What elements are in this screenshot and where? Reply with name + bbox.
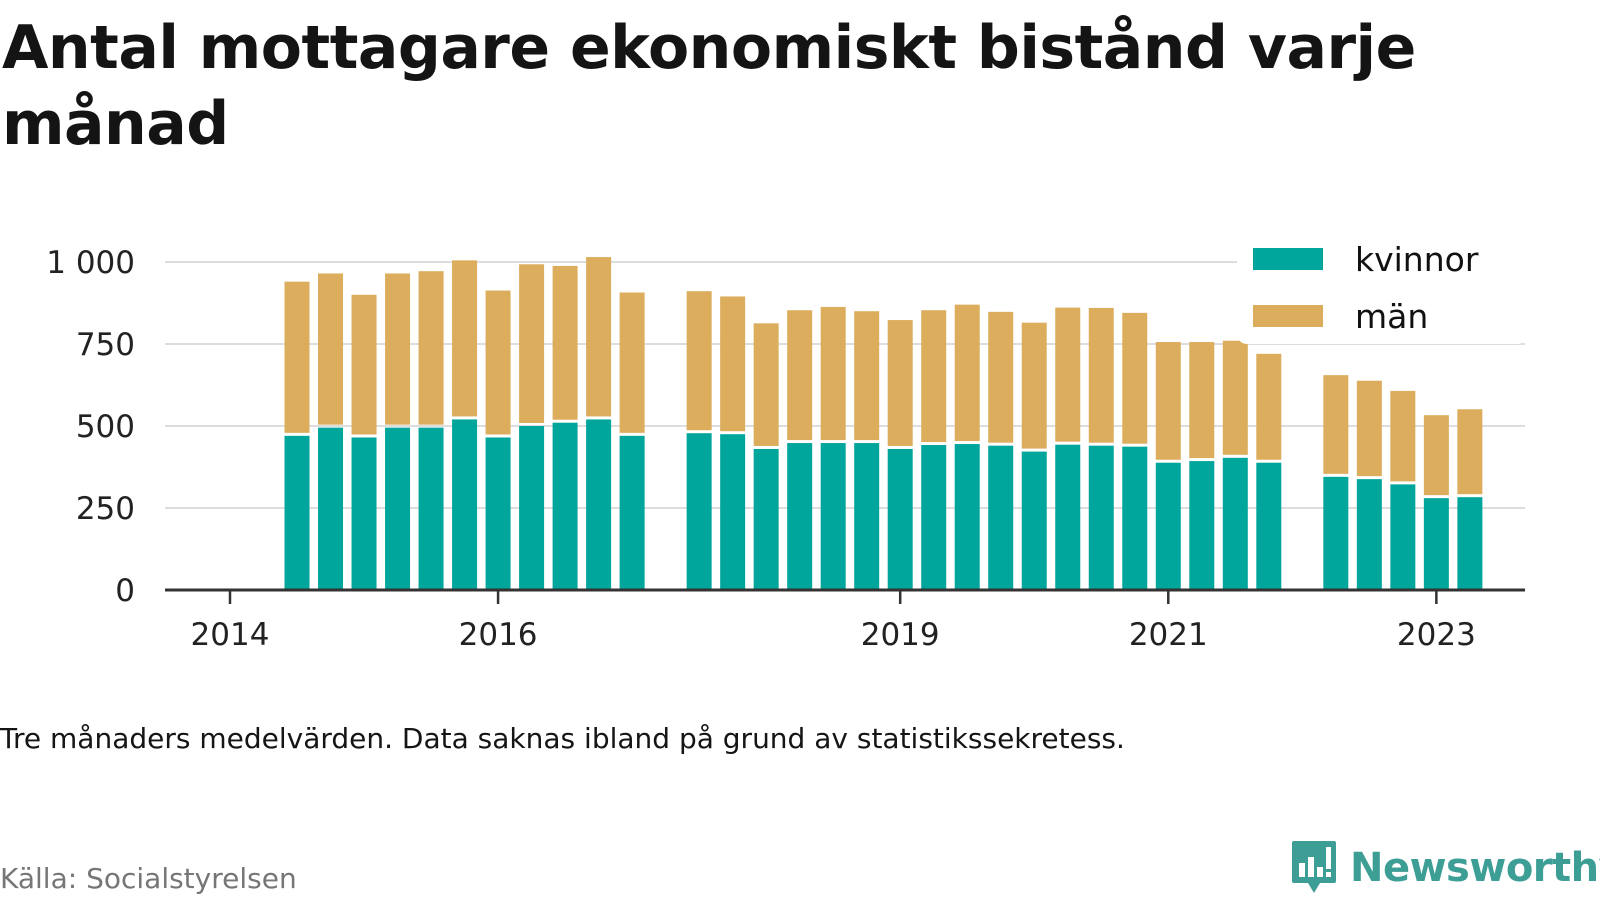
bar-man (351, 294, 377, 435)
bar-man (452, 260, 478, 417)
legend-label: kvinnor (1355, 240, 1479, 279)
bar-kvinnor (1122, 446, 1148, 590)
bar-kvinnor (1423, 498, 1449, 590)
chart-title: Antal mottagare ekonomiskt bistånd varje… (2, 13, 1416, 159)
bar-kvinnor (452, 419, 478, 590)
x-tick-label: 2021 (1129, 617, 1208, 653)
bar-kvinnor (787, 443, 813, 590)
bar-kvinnor (485, 437, 511, 590)
bar-man (820, 306, 846, 441)
bar-man (1021, 322, 1047, 449)
bar-man (988, 311, 1014, 443)
bar-man (318, 273, 344, 425)
bar-man (1088, 307, 1114, 443)
bar-man (418, 271, 444, 425)
bar-man (1390, 390, 1416, 482)
bar-kvinnor (351, 437, 377, 590)
bar-kvinnor (753, 448, 779, 590)
source-text: Källa: Socialstyrelsen (0, 862, 297, 895)
bar-kvinnor (1189, 461, 1215, 590)
bar-man (552, 265, 578, 420)
bar-kvinnor (385, 427, 411, 590)
bar-man (1457, 409, 1483, 495)
legend-swatch-kvinnor (1253, 248, 1323, 270)
x-tick-label: 2019 (861, 617, 940, 653)
y-tick-label: 500 (76, 409, 135, 445)
bar-man (586, 257, 612, 417)
bar-kvinnor (418, 427, 444, 590)
bar-man (1055, 307, 1081, 442)
bar-kvinnor (1457, 497, 1483, 590)
x-tick-label: 2023 (1397, 617, 1476, 653)
bar-kvinnor (1256, 462, 1282, 590)
bars (284, 257, 1483, 590)
newsworthy-brand[interactable]: Newsworthy (1290, 836, 1600, 900)
bar-man (1222, 340, 1248, 455)
bar-kvinnor (1356, 479, 1382, 590)
bar-kvinnor (820, 443, 846, 590)
bar-kvinnor (1021, 451, 1047, 590)
x-tick-label: 2014 (191, 617, 270, 653)
bar-man (1256, 353, 1282, 460)
bar-man (854, 311, 880, 441)
bar-man (1356, 380, 1382, 477)
bar-man (1122, 312, 1148, 444)
y-tick-label: 0 (115, 573, 135, 609)
bar-man (787, 310, 813, 441)
x-tick-label: 2016 (459, 617, 538, 653)
bar-man (1323, 375, 1349, 474)
bar-kvinnor (552, 422, 578, 590)
legend: kvinnor män (1237, 232, 1527, 344)
y-tick-label: 1 000 (46, 245, 135, 281)
y-tick-label: 250 (76, 491, 135, 527)
bar-man (1423, 415, 1449, 496)
bar-kvinnor (988, 445, 1014, 590)
bar-man (1155, 342, 1181, 460)
bar-man (887, 320, 913, 446)
brand-name: Newsworthy (1350, 845, 1600, 891)
bar-kvinnor (954, 444, 980, 590)
bar-kvinnor (1323, 476, 1349, 590)
bar-man (720, 296, 746, 432)
bar-kvinnor (1055, 444, 1081, 590)
bar-kvinnor (1222, 457, 1248, 590)
bar-kvinnor (686, 433, 712, 590)
bar-kvinnor (1088, 445, 1114, 590)
bar-man (921, 310, 947, 443)
bar-man (1189, 342, 1215, 459)
bar-kvinnor (318, 427, 344, 590)
axes: 0 250 500 750 1 000 2014 2016 2019 2021 2023 (46, 245, 1525, 653)
bar-man (619, 292, 645, 433)
bar-kvinnor (586, 419, 612, 590)
legend-label: män (1355, 297, 1428, 336)
bar-kvinnor (887, 448, 913, 590)
chart-note: Tre månaders medelvärden. Data saknas ib… (0, 722, 1125, 755)
bar-kvinnor (519, 426, 545, 590)
bar-kvinnor (720, 434, 746, 590)
bar-kvinnor (921, 445, 947, 590)
bar-kvinnor (1155, 462, 1181, 590)
bar-man (753, 323, 779, 446)
y-tick-label: 750 (76, 327, 135, 363)
bar-man (485, 290, 511, 435)
bar-man (385, 273, 411, 425)
bar-man (686, 291, 712, 431)
bar-man (519, 264, 545, 423)
legend-swatch-man (1253, 305, 1323, 327)
bar-kvinnor (619, 435, 645, 590)
newsworthy-logo-icon (1292, 841, 1336, 893)
bar-kvinnor (284, 435, 310, 590)
bar-man (284, 281, 310, 433)
bar-kvinnor (1390, 484, 1416, 590)
bar-kvinnor (854, 443, 880, 590)
bar-man (954, 304, 980, 442)
